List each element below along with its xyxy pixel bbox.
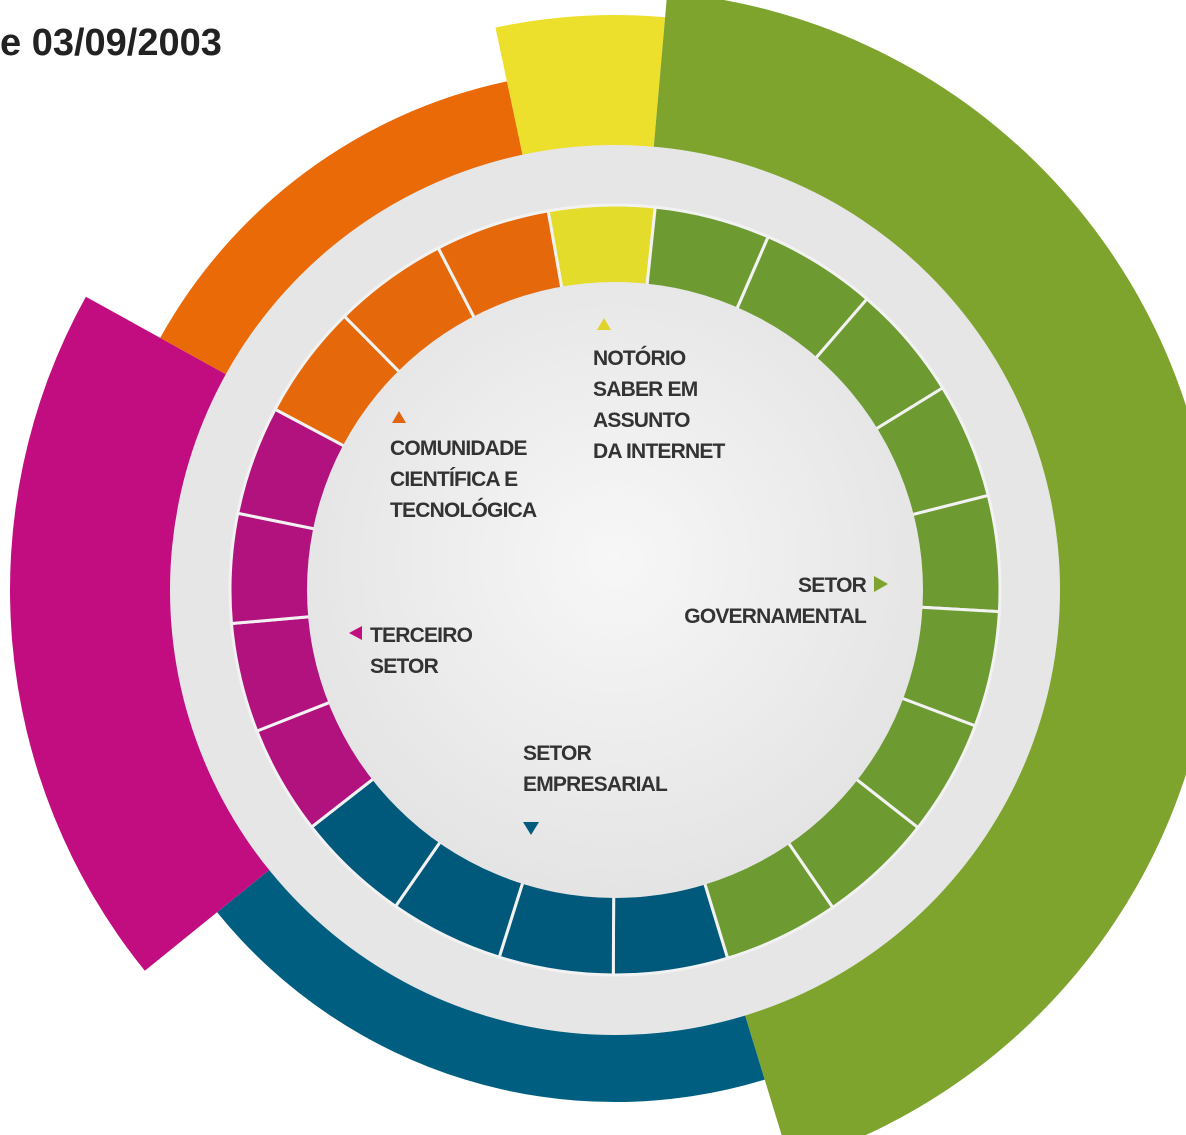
outer-sector [10, 296, 274, 971]
label-line: COMUNIDADE [390, 437, 527, 460]
label-line: TERCEIRO [370, 624, 473, 647]
label-line: TECNOLÓGICA [390, 498, 537, 522]
outer-ring [10, 0, 1186, 1135]
label-line: SETOR [798, 574, 867, 597]
label-line: DA INTERNET [593, 440, 726, 463]
label-line: SETOR [523, 742, 592, 765]
marker [874, 576, 888, 592]
title: e 03/09/2003 [0, 22, 222, 64]
label-line: CIENTÍFICA E [390, 468, 518, 491]
label-line: ASSUNTO [593, 409, 690, 432]
outer-sector [160, 81, 524, 377]
marker [349, 626, 362, 640]
label-line: NOTÓRIO [593, 346, 686, 370]
marker [392, 411, 406, 423]
label-line: GOVERNAMENTAL [684, 605, 867, 628]
marker [523, 822, 539, 835]
inner-segment [228, 511, 323, 626]
markers [349, 318, 888, 835]
outer-sector [495, 14, 666, 160]
label-line: SETOR [370, 655, 439, 678]
center-disc [307, 282, 923, 898]
label-line: EMPRESARIAL [523, 773, 668, 796]
label-line: SABER EM [593, 378, 698, 401]
inner-segment [546, 203, 657, 297]
outer-sector [217, 866, 765, 1102]
marker [597, 318, 611, 330]
labels: NOTÓRIO SABER EM ASSUNTO DA INTERNET COMUNID… [370, 346, 868, 796]
outer-sector [653, 0, 1186, 1135]
